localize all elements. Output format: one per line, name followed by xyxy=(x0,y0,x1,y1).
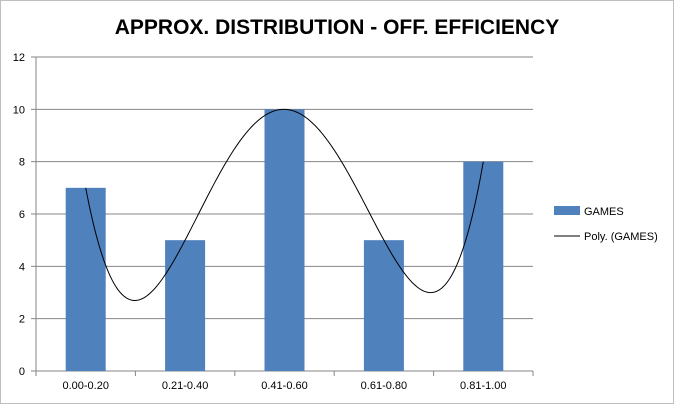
bar-0.61-0.80 xyxy=(363,240,404,371)
y-tick-label: 4 xyxy=(19,261,25,273)
bar-0.00-0.20 xyxy=(65,187,106,371)
bar-series xyxy=(65,109,504,371)
chart-title: APPROX. DISTRIBUTION - OFF. EFFICIENCY xyxy=(115,16,560,39)
y-tick-label: 2 xyxy=(19,314,25,326)
y-tick-label: 10 xyxy=(13,104,25,116)
y-tick-labels: 0 2 4 6 8 10 12 xyxy=(13,52,25,378)
x-tick-label: 0.00-0.20 xyxy=(62,380,108,392)
x-tick-label: 0.41-0.60 xyxy=(261,380,307,392)
x-tick-label: 0.21-0.40 xyxy=(162,380,208,392)
trendline-layer xyxy=(85,108,484,301)
bar-0.41-0.60 xyxy=(264,109,305,371)
x-tick-label: 0.61-0.80 xyxy=(361,380,407,392)
x-tick-label: 0.81-1.00 xyxy=(460,380,506,392)
y-tick-label: 6 xyxy=(19,209,25,221)
y-tick-label: 12 xyxy=(13,52,25,64)
y-tick-label: 8 xyxy=(19,157,25,169)
legend-label-trendline: Poly. (GAMES) xyxy=(584,231,658,243)
legend: GAMES Poly. (GAMES) xyxy=(554,206,658,243)
trendline-poly xyxy=(85,108,484,301)
legend-swatch-games xyxy=(554,206,580,215)
legend-label-games: GAMES xyxy=(584,206,624,218)
bar-0.81-1.00 xyxy=(463,161,504,371)
x-tick-labels: 0.00-0.20 0.21-0.40 0.41-0.60 0.61-0.80 0.81… xyxy=(62,380,506,392)
bar-0.21-0.40 xyxy=(165,240,206,371)
y-tick-label: 0 xyxy=(19,366,25,378)
